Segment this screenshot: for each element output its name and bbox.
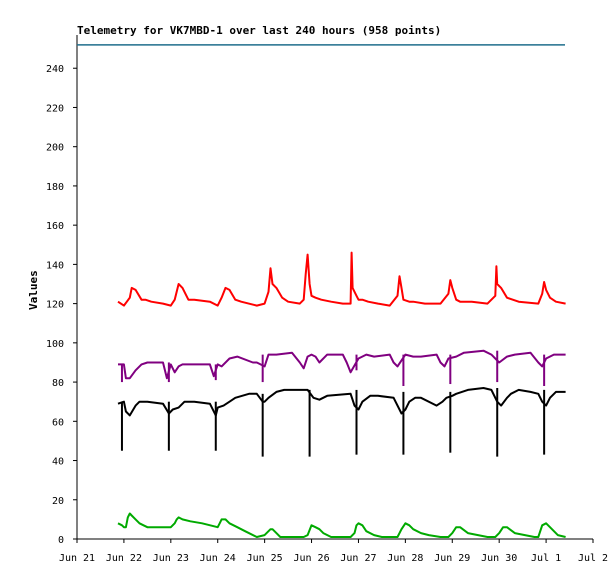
x-tick-label: Jun 28 [387, 553, 423, 564]
y-tick-label: 180 [46, 182, 64, 193]
series-line-4 [117, 512, 566, 538]
x-tick-label: Jun 30 [481, 553, 517, 564]
y-tick-label: 240 [46, 64, 64, 75]
x-tick-label: Jun 27 [340, 553, 376, 564]
y-tick-label: 220 [46, 103, 64, 114]
x-tick-label: Jun 24 [200, 553, 236, 564]
y-tick-label: 100 [46, 339, 64, 350]
chart-title: Telemetry for VK7MBD-1 over last 240 hou… [77, 24, 441, 37]
x-tick-label: Jun 25 [247, 553, 283, 564]
x-tick-label: Jun 29 [434, 553, 470, 564]
series-line-1 [117, 251, 566, 307]
x-tick-label: Jul 1 [531, 553, 561, 564]
y-tick-label: 120 [46, 300, 64, 311]
x-tick-label: Jul 2 [578, 553, 608, 564]
series-line-2 [118, 349, 566, 380]
y-axis-label: Values [27, 270, 40, 310]
y-tick-label: 80 [52, 378, 64, 389]
y-tick-label: 160 [46, 221, 64, 232]
plot-area: 0 20 40 60 80 100 120 140 160 180 200 220 240 Jun 21 J… [46, 35, 608, 564]
y-tick-label: 200 [46, 143, 64, 154]
series-line-3 [117, 387, 566, 417]
x-tick-label: Jun 26 [293, 553, 329, 564]
y-tick-label: 20 [52, 496, 64, 507]
y-tick-label: 40 [52, 457, 64, 468]
x-tick-label: Jun 22 [106, 553, 142, 564]
x-tick-label: Jun 21 [59, 553, 95, 564]
y-tick-label: 0 [58, 535, 64, 546]
y-tick-label: 140 [46, 260, 64, 271]
y-tick-label: 60 [52, 417, 64, 428]
x-tick-label: Jun 23 [153, 553, 189, 564]
